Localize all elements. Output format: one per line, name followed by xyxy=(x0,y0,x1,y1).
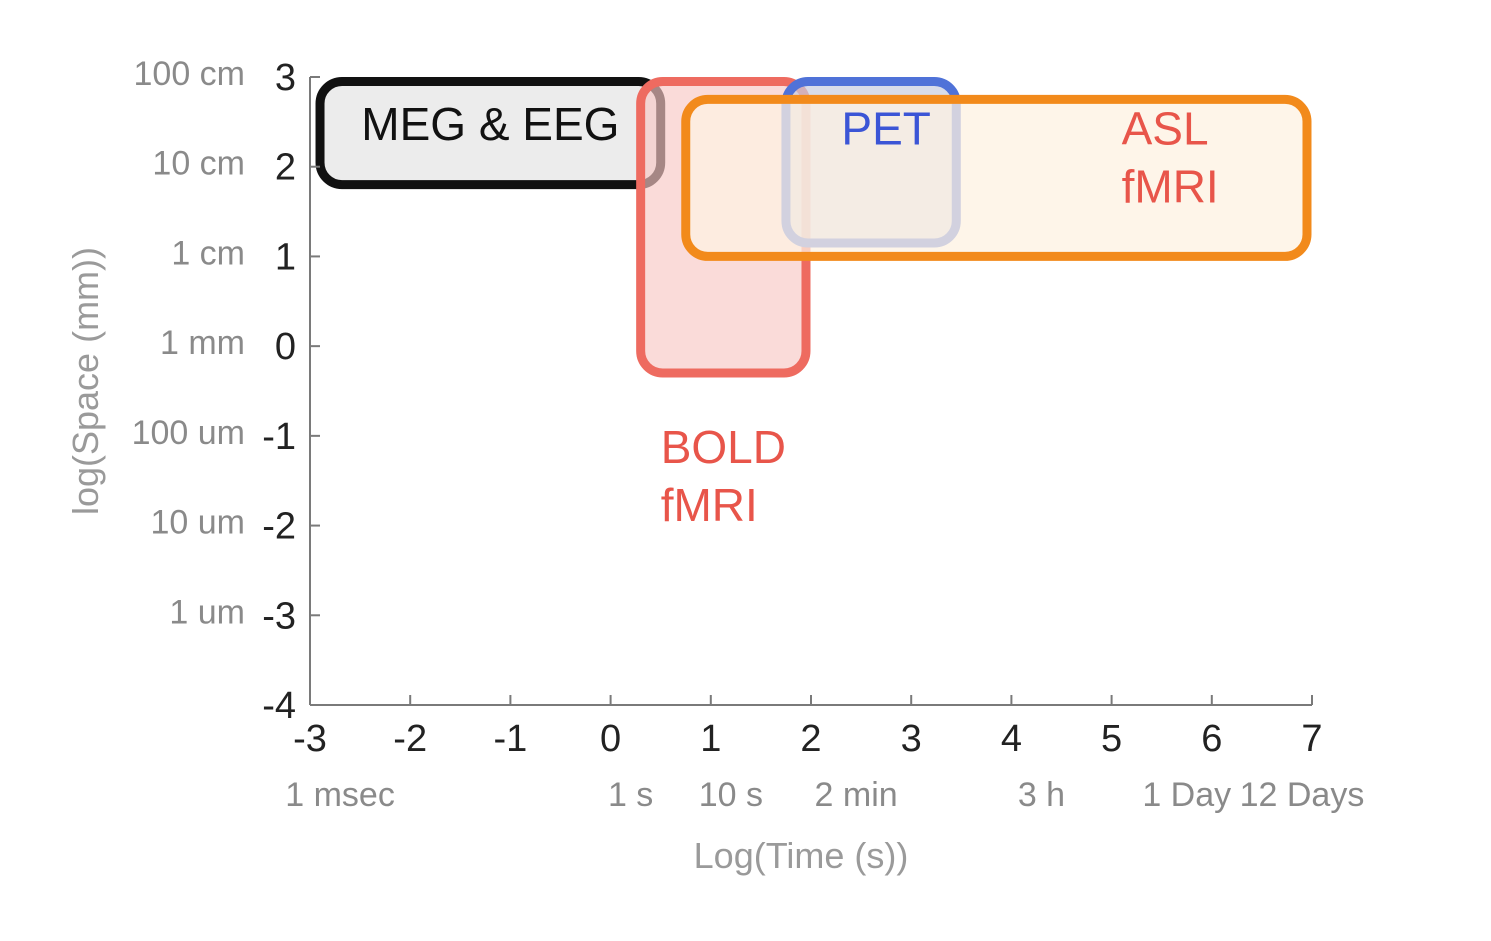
y-axis-title: log(Space (mm)) xyxy=(65,247,106,515)
x-unit-label: 3 h xyxy=(1018,776,1065,814)
x-tick-label: 0 xyxy=(600,718,621,760)
x-unit-label: 1 s xyxy=(608,776,653,814)
y-unit-label: 10 cm xyxy=(152,145,245,183)
y-tick-label: -3 xyxy=(262,595,296,637)
x-tick-label: 3 xyxy=(901,718,922,760)
x-tick-label: 5 xyxy=(1101,718,1122,760)
region-label-line: MEG & EEG xyxy=(361,98,619,150)
region-label-meg-eeg: MEG & EEG xyxy=(361,98,619,150)
x-unit-label: 1 msec xyxy=(285,776,395,814)
region-label-line: ASL xyxy=(1122,102,1209,154)
x-tick-label: 4 xyxy=(1001,718,1022,760)
y-unit-label: 10 um xyxy=(151,504,246,542)
x-unit-label: 2 min xyxy=(815,776,898,814)
y-tick-label: -1 xyxy=(262,416,296,458)
x-tick-label: 2 xyxy=(800,718,821,760)
x-tick-label: -2 xyxy=(393,718,427,760)
y-tick-label: 3 xyxy=(275,57,296,99)
region-label-line: BOLD xyxy=(661,421,786,473)
y-unit-label: 1 cm xyxy=(171,234,245,272)
y-tick-label: 1 xyxy=(275,236,296,278)
region-label-line: PET xyxy=(841,102,930,154)
x-unit-label: 1 Day xyxy=(1142,776,1231,814)
y-unit-label: 1 mm xyxy=(160,324,245,362)
y-unit-label: 100 cm xyxy=(134,55,246,93)
x-unit-label: 10 s xyxy=(699,776,763,814)
y-tick-label: -2 xyxy=(262,506,296,548)
x-tick-label: 1 xyxy=(700,718,721,760)
x-tick-label: -3 xyxy=(293,718,327,760)
region-label-bold-fmri: BOLD fMRI xyxy=(661,421,786,531)
x-tick-label: 6 xyxy=(1201,718,1222,760)
x-axis-title: Log(Time (s)) xyxy=(694,835,909,876)
region-label-line: fMRI xyxy=(1122,160,1219,212)
region-label-pet: PET xyxy=(841,102,930,154)
y-tick-label: 0 xyxy=(275,326,296,368)
x-tick-label: -1 xyxy=(494,718,528,760)
regions-layer xyxy=(315,76,1312,378)
region-label-asl-fmri: ASL fMRI xyxy=(1122,102,1219,212)
y-tick-label: -4 xyxy=(262,685,296,727)
x-tick-label: 7 xyxy=(1301,718,1322,760)
y-unit-label: 100 um xyxy=(132,414,245,452)
y-tick-label: 2 xyxy=(275,147,296,189)
labels-layer: MEG & EEG BOLD fMRI PET ASL fMRI xyxy=(361,98,1218,531)
x-unit-label: 12 Days xyxy=(1240,776,1365,814)
region-asl-fmri xyxy=(681,94,1312,261)
region-label-line: fMRI xyxy=(661,479,758,531)
y-unit-label: 1 um xyxy=(169,593,245,631)
